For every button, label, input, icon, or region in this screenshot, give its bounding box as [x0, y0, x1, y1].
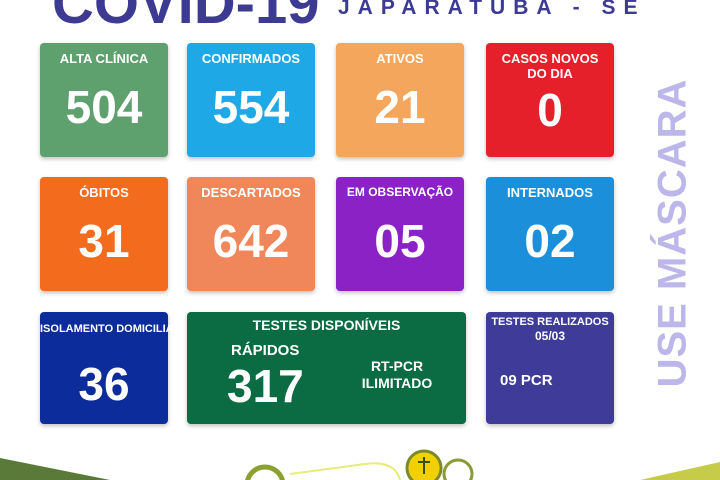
card-label: CONFIRMADOS	[201, 51, 301, 66]
card-value: 05	[374, 215, 426, 267]
rapid-label: RÁPIDOS	[231, 342, 300, 359]
card-ativos: ATIVOS 21	[336, 43, 464, 157]
card-casos-novos-do-dia: CASOS NOVOS DO DIA 0	[486, 43, 614, 157]
card-label: ISOLAMENTO DOMICILIAR	[40, 323, 182, 335]
cross-icon	[418, 457, 430, 474]
logo-left-circle	[245, 464, 285, 480]
card-value: 642	[212, 215, 290, 267]
card--bitos: ÓBITOS 31	[40, 177, 168, 291]
rtpcr-label: RT-PCR	[370, 358, 424, 374]
logo-cross-circle	[405, 449, 443, 480]
card-value: 31	[78, 215, 130, 267]
left-green-shape	[0, 458, 110, 480]
card-value: 504	[65, 81, 143, 133]
card-date: 05/03	[534, 329, 566, 343]
right-green-shape	[640, 462, 720, 480]
card-label: ATIVOS	[376, 51, 424, 66]
logo-right-circle	[442, 458, 474, 480]
card-label: TESTES REALIZADOS	[491, 316, 609, 328]
logo-line	[289, 462, 401, 480]
city-name: JAPARATUBA - SE	[338, 0, 646, 19]
card-value: 554	[212, 81, 290, 133]
card-label: CASOS NOVOS DO DIA	[501, 51, 599, 81]
card-testes-realizados: TESTES REALIZADOS 05/03 09 PCR	[486, 312, 614, 424]
card-value: 21	[374, 81, 426, 133]
card-internados: INTERNADOS 02	[486, 177, 614, 291]
page-title: COVID-19	[52, 0, 320, 36]
card-label: TESTES DISPONÍVEIS	[252, 317, 401, 333]
card-isolamento-domiciliar: ISOLAMENTO DOMICILIAR 36	[40, 312, 182, 424]
card-value: 0	[537, 84, 563, 136]
card-confirmados: CONFIRMADOS 554	[187, 43, 315, 157]
card-em-observa-o: EM OBSERVAÇÃO 05	[336, 177, 464, 291]
card-label: DESCARTADOS	[201, 185, 301, 200]
card-label: ALTA CLÍNICA	[59, 51, 149, 66]
card-label: INTERNADOS	[507, 185, 593, 200]
card-testes-disponiveis: TESTES DISPONÍVEIS RÁPIDOS 317 RT-PCR IL…	[187, 312, 466, 424]
card-label: EM OBSERVAÇÃO	[346, 185, 454, 199]
rapid-value: 317	[227, 360, 304, 412]
card-descartados: DESCARTADOS 642	[187, 177, 315, 291]
use-mask-text: USE MÁSCARA	[650, 78, 695, 387]
card-label: ÓBITOS	[79, 185, 129, 200]
card-value: 09 PCR	[500, 372, 553, 389]
rtpcr-value: ILIMITADO	[361, 375, 433, 391]
card-value: 02	[524, 215, 576, 267]
card-alta-cl-nica: ALTA CLÍNICA 504	[40, 43, 168, 157]
card-value: 36	[78, 358, 130, 410]
